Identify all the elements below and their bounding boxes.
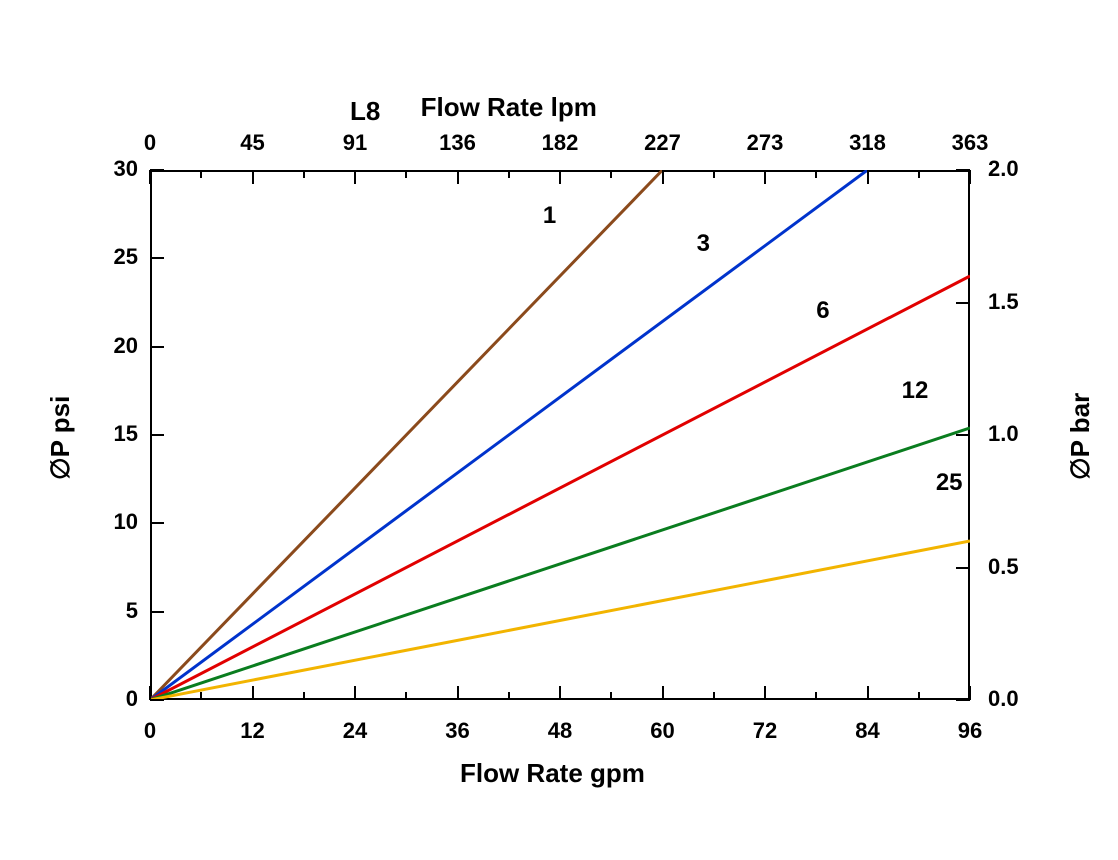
x-top-tick-label: 0 (120, 130, 180, 156)
y-left-tick-label: 15 (90, 421, 138, 447)
y-left-tick (150, 346, 164, 348)
x-bottom-minor-tick (918, 692, 920, 700)
x-top-tick-label: 318 (838, 130, 898, 156)
x-bottom-minor-tick (405, 692, 407, 700)
x-top-minor-tick (610, 170, 612, 178)
x-bottom-tick (867, 686, 869, 700)
x-bottom-tick-label: 12 (223, 718, 283, 744)
x-top-tick (969, 170, 971, 184)
y-right-tick (956, 169, 970, 171)
x-bottom-tick-label: 24 (325, 718, 385, 744)
x-bottom-tick (252, 686, 254, 700)
x-top-tick-label: 363 (940, 130, 1000, 156)
y-left-tick-label: 5 (90, 598, 138, 624)
y-right-tick-label: 0.0 (988, 686, 1048, 712)
y-left-tick (150, 522, 164, 524)
series-label-6: 6 (816, 297, 829, 325)
series-line-3 (150, 170, 868, 700)
x-bottom-minor-tick (508, 692, 510, 700)
x-bottom-tick-label: 0 (120, 718, 180, 744)
y-left-tick (150, 257, 164, 259)
x-bottom-tick-label: 48 (530, 718, 590, 744)
x-top-minor-tick (713, 170, 715, 178)
x-bottom-minor-tick (303, 692, 305, 700)
x-top-tick (559, 170, 561, 184)
x-bottom-tick-label: 72 (735, 718, 795, 744)
x-bottom-tick (662, 686, 664, 700)
y-right-tick (956, 302, 970, 304)
y-left-tick (150, 434, 164, 436)
y-right-tick-label: 1.5 (988, 289, 1048, 315)
x-top-minor-tick (508, 170, 510, 178)
x-bottom-minor-tick (815, 692, 817, 700)
x-bottom-tick-label: 84 (838, 718, 898, 744)
y-left-tick-label: 20 (90, 333, 138, 359)
y-right-tick (956, 699, 970, 701)
x-top-tick (662, 170, 664, 184)
x-top-minor-tick (303, 170, 305, 178)
x-top-tick (457, 170, 459, 184)
x-bottom-minor-tick (610, 692, 612, 700)
x-top-tick-label: 91 (325, 130, 385, 156)
x-top-tick-label: 136 (428, 130, 488, 156)
x-top-tick-label: 273 (735, 130, 795, 156)
series-label-12: 12 (902, 377, 929, 405)
x-bottom-tick (457, 686, 459, 700)
y-right-tick-label: 0.5 (988, 554, 1048, 580)
y-left-tick (150, 169, 164, 171)
x-top-minor-tick (405, 170, 407, 178)
x-top-minor-tick (918, 170, 920, 178)
series-label-3: 3 (697, 230, 710, 258)
series-label-25: 25 (936, 469, 963, 497)
y-left-tick (150, 611, 164, 613)
y-right-tick-label: 2.0 (988, 156, 1048, 182)
x-bottom-minor-tick (713, 692, 715, 700)
y-left-tick-label: 25 (90, 244, 138, 270)
y-right-tick (956, 434, 970, 436)
x-bottom-tick-label: 36 (428, 718, 488, 744)
series-label-1: 1 (543, 202, 556, 230)
x-top-tick (867, 170, 869, 184)
x-bottom-minor-tick (200, 692, 202, 700)
x-top-tick (354, 170, 356, 184)
series-line-6 (150, 276, 970, 700)
x-top-tick (252, 170, 254, 184)
x-bottom-tick-label: 60 (633, 718, 693, 744)
y-right-tick (956, 567, 970, 569)
series-line-1 (150, 170, 663, 700)
y-right-tick-label: 1.0 (988, 421, 1048, 447)
y-left-tick-label: 0 (90, 686, 138, 712)
x-top-tick (149, 170, 151, 184)
x-bottom-tick (969, 686, 971, 700)
y-left-tick-label: 30 (90, 156, 138, 182)
y-left-tick-label: 10 (90, 509, 138, 535)
x-top-minor-tick (815, 170, 817, 178)
x-bottom-tick (149, 686, 151, 700)
x-top-tick (764, 170, 766, 184)
x-top-minor-tick (200, 170, 202, 178)
x-bottom-tick-label: 96 (940, 718, 1000, 744)
x-bottom-tick (559, 686, 561, 700)
x-bottom-tick (764, 686, 766, 700)
y-left-tick (150, 699, 164, 701)
x-bottom-tick (354, 686, 356, 700)
x-top-tick-label: 227 (633, 130, 693, 156)
x-top-tick-label: 182 (530, 130, 590, 156)
chart-canvas: L8 Flow Rate lpm Flow Rate gpm ∅P psi ∅P… (0, 0, 1118, 860)
x-top-tick-label: 45 (223, 130, 283, 156)
